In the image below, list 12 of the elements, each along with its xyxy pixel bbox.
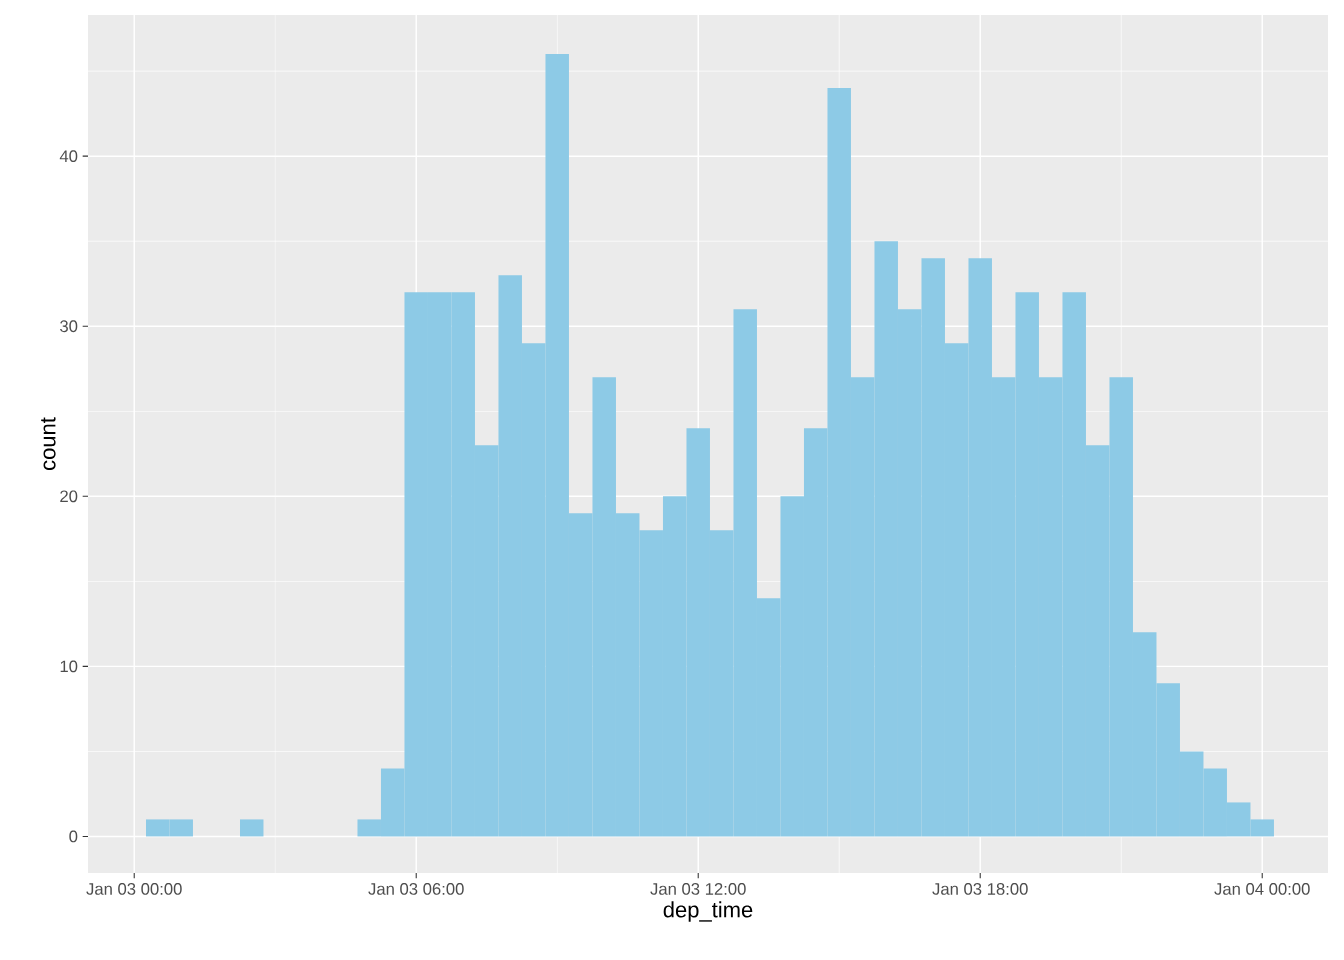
x-tick-label: Jan 03 12:00	[650, 883, 746, 895]
y-tick-label: 20	[60, 490, 78, 503]
x-tick-label: Jan 03 06:00	[368, 883, 464, 895]
y-tick-label: 10	[60, 660, 78, 673]
x-tick-label: Jan 03 00:00	[86, 883, 182, 895]
x-axis-title: dep_time	[663, 901, 753, 922]
y-tick-label: 0	[69, 830, 78, 843]
x-tick-label: Jan 03 18:00	[932, 883, 1028, 895]
y-tick-label: 40	[59, 150, 78, 163]
y-tick-label: 30	[60, 320, 78, 333]
x-tick-label: Jan 04 00:00	[1214, 883, 1310, 895]
y-axis-title: count	[41, 417, 56, 470]
